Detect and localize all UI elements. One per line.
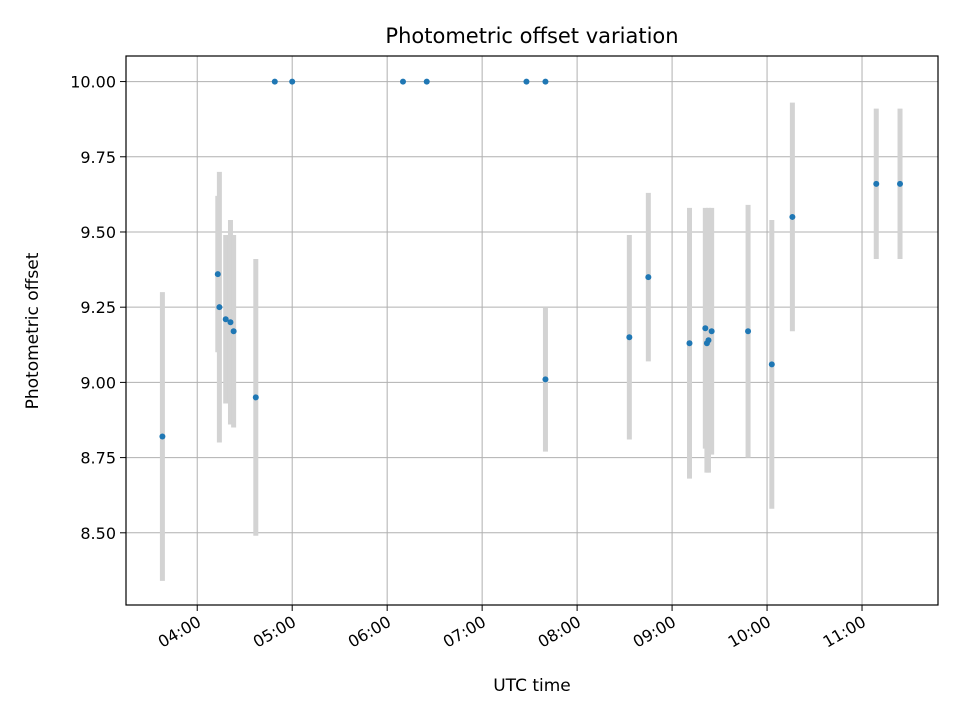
y-axis-ticks: 8.50 8.75 9.00 9.25 9.50 9.75 10.00: [70, 73, 126, 543]
y-tick-label: 9.50: [80, 223, 116, 242]
y-tick-label: 9.25: [80, 298, 116, 317]
plot-frame: [125, 55, 939, 606]
data-point: [702, 325, 709, 332]
data-point: [897, 180, 904, 187]
data-point: [523, 78, 530, 85]
y-tick-label: 9.00: [80, 373, 116, 392]
data-point: [222, 316, 229, 323]
data-point: [542, 78, 549, 85]
data-point: [686, 340, 693, 347]
x-axis-label: UTC time: [493, 676, 571, 696]
data-point: [399, 78, 406, 85]
data-point: [230, 328, 237, 335]
data-point: [542, 376, 549, 383]
data-point: [873, 180, 880, 187]
y-axis-label: Photometric offset: [23, 252, 43, 409]
chart-title: Photometric offset variation: [385, 24, 678, 48]
data-point: [768, 361, 775, 368]
data-point: [214, 271, 221, 278]
y-tick-label: 10.00: [70, 73, 116, 92]
data-point: [789, 213, 796, 220]
data-point: [423, 78, 430, 85]
data-point: [645, 274, 652, 281]
y-tick-label: 8.50: [80, 524, 116, 543]
y-tick-label: 9.75: [80, 148, 116, 167]
data-point: [705, 337, 712, 344]
data-points: [159, 78, 904, 440]
data-point: [708, 328, 715, 335]
data-point: [216, 304, 223, 311]
data-point: [252, 394, 259, 401]
data-point: [745, 328, 752, 335]
grid: [126, 56, 938, 605]
data-point: [159, 433, 166, 440]
data-point: [271, 78, 278, 85]
data-point: [227, 319, 234, 326]
y-tick-label: 8.75: [80, 449, 116, 468]
data-point: [289, 78, 296, 85]
data-point: [626, 334, 633, 341]
